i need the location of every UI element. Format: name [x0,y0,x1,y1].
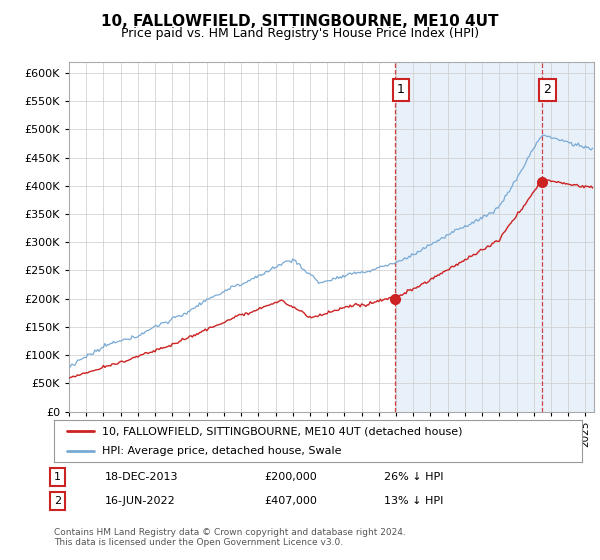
Text: 1: 1 [54,472,61,482]
Text: 10, FALLOWFIELD, SITTINGBOURNE, ME10 4UT (detached house): 10, FALLOWFIELD, SITTINGBOURNE, ME10 4UT… [101,426,462,436]
Text: 16-JUN-2022: 16-JUN-2022 [105,496,176,506]
Text: 1: 1 [397,83,405,96]
Text: £200,000: £200,000 [264,472,317,482]
Text: £407,000: £407,000 [264,496,317,506]
Text: 10, FALLOWFIELD, SITTINGBOURNE, ME10 4UT: 10, FALLOWFIELD, SITTINGBOURNE, ME10 4UT [101,14,499,29]
Bar [395,62,594,412]
Text: 2: 2 [544,83,551,96]
Text: Price paid vs. HM Land Registry's House Price Index (HPI): Price paid vs. HM Land Registry's House … [121,27,479,40]
Text: 26% ↓ HPI: 26% ↓ HPI [384,472,443,482]
Text: 13% ↓ HPI: 13% ↓ HPI [384,496,443,506]
Text: Contains HM Land Registry data © Crown copyright and database right 2024.
This d: Contains HM Land Registry data © Crown c… [54,528,406,547]
Text: HPI: Average price, detached house, Swale: HPI: Average price, detached house, Swal… [101,446,341,456]
Text: 2: 2 [54,496,61,506]
Text: 18-DEC-2013: 18-DEC-2013 [105,472,179,482]
